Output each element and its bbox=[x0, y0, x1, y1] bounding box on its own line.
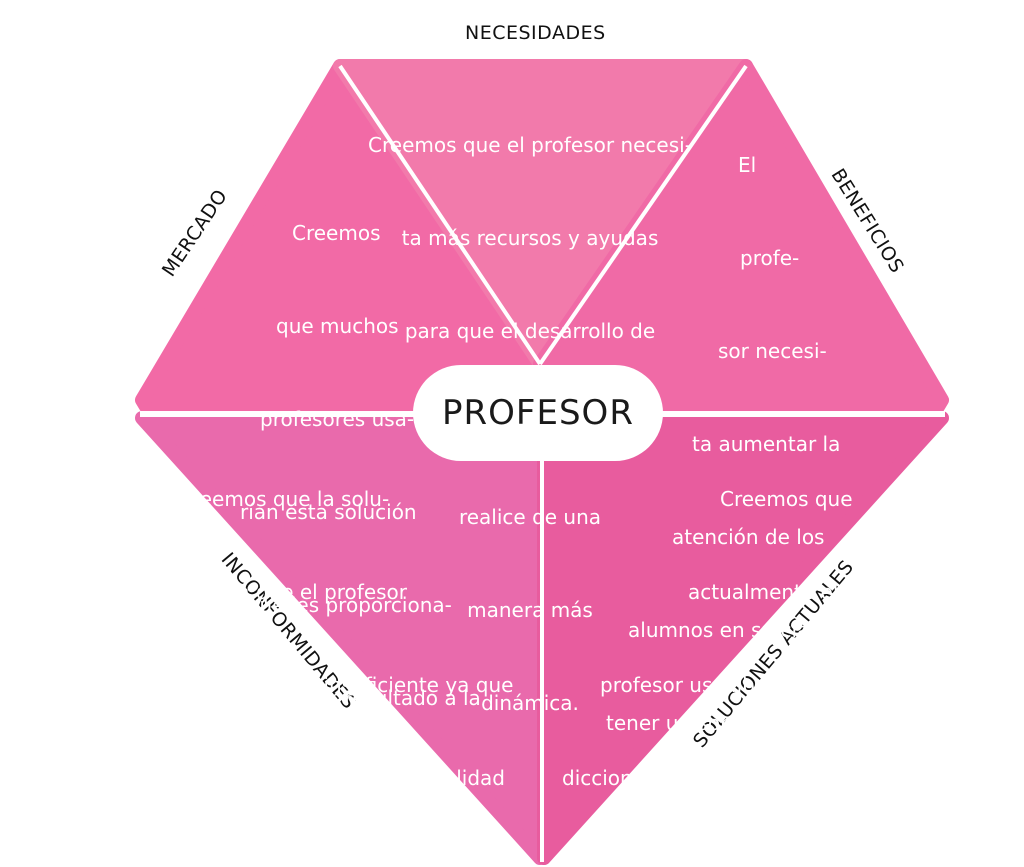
text-line: atención de los bbox=[672, 525, 825, 549]
center-label: PROFESOR bbox=[442, 393, 634, 433]
text-line: para que el desarrollo de bbox=[404, 319, 656, 343]
text-line: impresos para el bbox=[562, 856, 862, 867]
text-necesidades: Creemos que el profesor necesi- ta más r… bbox=[360, 68, 700, 781]
divider-left bbox=[338, 64, 542, 366]
text-line: manera más bbox=[467, 598, 593, 622]
text-line: profesor usa libros, bbox=[600, 673, 792, 697]
text-mercado: Creemos que muchos profesores usa- rían … bbox=[200, 156, 500, 867]
text-line: Creemos que bbox=[720, 487, 853, 511]
text-line: tener un soporte que sea bbox=[606, 711, 859, 735]
text-line: hora de orientar las bbox=[210, 779, 408, 803]
text-line: ta más recursos y ayudas bbox=[401, 226, 659, 250]
text-line: alumnos en su clase y bbox=[628, 618, 851, 642]
text-line: profe- bbox=[740, 246, 800, 270]
text-line: Creemos que el profesor necesi- bbox=[368, 133, 692, 157]
text-line: ría un mejor resultado a la bbox=[216, 686, 481, 710]
center-pill: PROFESOR bbox=[413, 365, 663, 461]
text-line: ción que el profesor bbox=[208, 580, 408, 604]
text-line: que muchos bbox=[276, 314, 399, 338]
text-beneficios: El profe- sor necesi- ta aumentar la ate… bbox=[590, 88, 920, 867]
text-line: Creemos bbox=[292, 221, 381, 245]
text-line: dinámica. bbox=[481, 691, 579, 715]
text-line: diccionarios, y soportes bbox=[562, 766, 799, 790]
text-line: El bbox=[738, 153, 757, 177]
text-line: Creemos que la solu- bbox=[178, 487, 390, 511]
text-line: la necesidad de que el bbox=[178, 856, 538, 867]
text-line: actualmente el bbox=[688, 580, 839, 604]
label-necesidades: NECESIDADES bbox=[465, 22, 606, 44]
text-line: rían esta solución bbox=[240, 500, 417, 524]
text-line: ta aumentar la bbox=[692, 432, 841, 456]
text-soluciones-actuales: Creemos que actualmente el profesor usa … bbox=[562, 422, 862, 867]
text-line: sor necesi- bbox=[718, 339, 827, 363]
text-line: dinámico para la enseñanza bbox=[594, 804, 876, 828]
text-line: profesores usa- bbox=[260, 407, 415, 431]
text-line: utiliza es insuficiente ya que bbox=[228, 673, 514, 697]
text-line: porque les proporciona- bbox=[214, 593, 452, 617]
text-line: realice de una bbox=[458, 505, 602, 529]
text-inconformidades: Creemos que la solu- ción que el profeso… bbox=[178, 422, 538, 867]
divider-right bbox=[538, 64, 748, 366]
text-line: no suple en su totalidad bbox=[264, 766, 506, 790]
